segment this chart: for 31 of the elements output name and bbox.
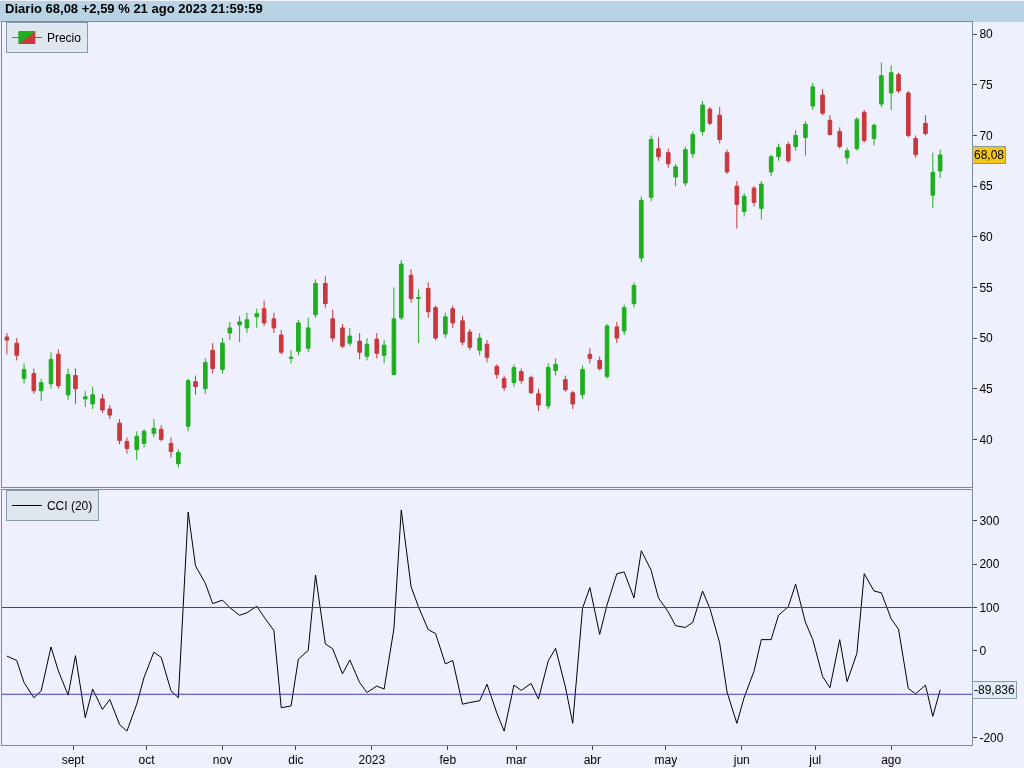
x-tick-label: 2023	[358, 753, 386, 768]
x-tick-label: may	[654, 753, 678, 768]
y-tick-label: 0	[979, 644, 987, 659]
y-tick-label: 60	[979, 229, 994, 244]
y-tick-label: 55	[979, 280, 994, 295]
annotation: 68,08	[974, 148, 1005, 162]
x-tick-label: feb	[439, 753, 457, 768]
x-tick-label: sept	[61, 753, 86, 768]
y-tick-label: 65	[979, 179, 994, 194]
annotation: -89,836	[974, 683, 1016, 697]
x-tick-label: jul	[808, 753, 822, 768]
legend-label: Precio	[46, 31, 82, 46]
y-tick-label: 300	[979, 513, 1000, 528]
legend-label: CCI (20)	[46, 499, 93, 514]
y-tick-label: 80	[979, 27, 994, 42]
x-tick-label: abr	[583, 753, 602, 768]
y-tick-label: 50	[979, 331, 994, 346]
x-tick-label: nov	[212, 753, 233, 768]
y-tick-label: 100	[979, 600, 1000, 615]
x-tick-label: jun	[732, 753, 750, 768]
y-tick-label: 45	[979, 381, 994, 396]
y-tick-label: 70	[979, 128, 994, 143]
chart-title: Diario 68,08 +2,59 % 21 ago 2023 21:59:59	[5, 1, 263, 17]
x-tick-label: mar	[506, 753, 527, 768]
y-tick-label: -200	[979, 730, 1004, 745]
x-tick-label: dic	[288, 753, 304, 768]
x-tick-label: oct	[138, 753, 156, 768]
y-tick-label: 75	[979, 78, 994, 93]
x-tick-label: ago	[881, 753, 902, 768]
y-tick-label: 200	[979, 557, 1000, 572]
y-tick-label: 40	[979, 432, 994, 447]
